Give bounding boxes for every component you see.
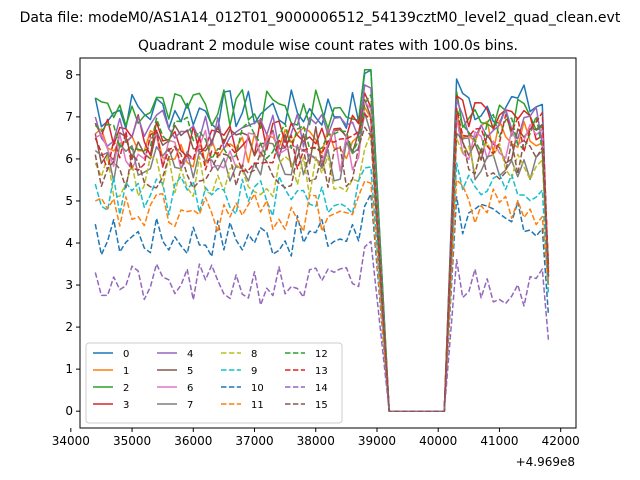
chart-title: Quadrant 2 module wise count rates with … <box>138 38 518 54</box>
legend-label-13: 13 <box>315 366 328 377</box>
legend-label-0: 0 <box>123 349 129 360</box>
series-line-4 <box>94 84 550 412</box>
x-offset-text: +4.969e8 <box>516 455 575 469</box>
legend-label-7: 7 <box>187 400 193 411</box>
series-line-7 <box>94 112 550 412</box>
legend-label-1: 1 <box>123 366 129 377</box>
legend-label-6: 6 <box>187 383 193 394</box>
series-line-8 <box>94 132 550 412</box>
y-tick-label: 4 <box>65 236 73 250</box>
legend-label-3: 3 <box>123 400 129 411</box>
series-line-2 <box>94 68 550 412</box>
legend-label-11: 11 <box>251 400 264 411</box>
series-layer <box>94 68 550 412</box>
y-tick-label: 5 <box>65 194 73 208</box>
x-tick-label: 40000 <box>419 434 457 448</box>
x-axis: 34000 35000 36000 37000 38000 39000 40000 41000… <box>52 428 580 448</box>
series-line-14 <box>94 240 550 412</box>
y-tick-label: 6 <box>65 152 73 166</box>
x-tick-label: 38000 <box>297 434 335 448</box>
x-tick-label: 39000 <box>358 434 396 448</box>
legend-label-10: 10 <box>251 383 264 394</box>
legend-label-5: 5 <box>187 366 193 377</box>
y-tick-label: 3 <box>65 278 73 292</box>
series-line-9 <box>94 162 550 412</box>
series-line-13 <box>94 107 550 412</box>
chart-suptitle: Data file: modeM0/AS1A14_012T01_90000065… <box>20 10 621 26</box>
series-line-3 <box>94 92 550 412</box>
legend-label-12: 12 <box>315 349 328 360</box>
legend-label-4: 4 <box>187 349 193 360</box>
legend-label-2: 2 <box>123 383 129 394</box>
legend-label-9: 9 <box>251 366 257 377</box>
y-axis: 0 1 2 3 4 5 6 7 8 <box>65 68 80 418</box>
series-line-15 <box>94 126 550 412</box>
x-tick-label: 34000 <box>52 434 90 448</box>
x-tick-label: 37000 <box>235 434 273 448</box>
y-tick-label: 7 <box>65 110 73 124</box>
x-tick-label: 36000 <box>174 434 212 448</box>
legend-label-15: 15 <box>315 400 328 411</box>
y-tick-label: 0 <box>65 404 73 418</box>
legend-label-8: 8 <box>251 349 257 360</box>
x-tick-label: 42000 <box>542 434 580 448</box>
legend-label-14: 14 <box>315 383 328 394</box>
legend-box <box>85 342 343 424</box>
y-tick-label: 2 <box>65 320 73 334</box>
series-line-10 <box>94 193 550 412</box>
x-tick-label: 41000 <box>480 434 518 448</box>
y-tick-label: 1 <box>65 362 73 376</box>
x-tick-label: 35000 <box>113 434 151 448</box>
series-line-11 <box>94 179 550 412</box>
y-tick-label: 8 <box>65 68 73 82</box>
